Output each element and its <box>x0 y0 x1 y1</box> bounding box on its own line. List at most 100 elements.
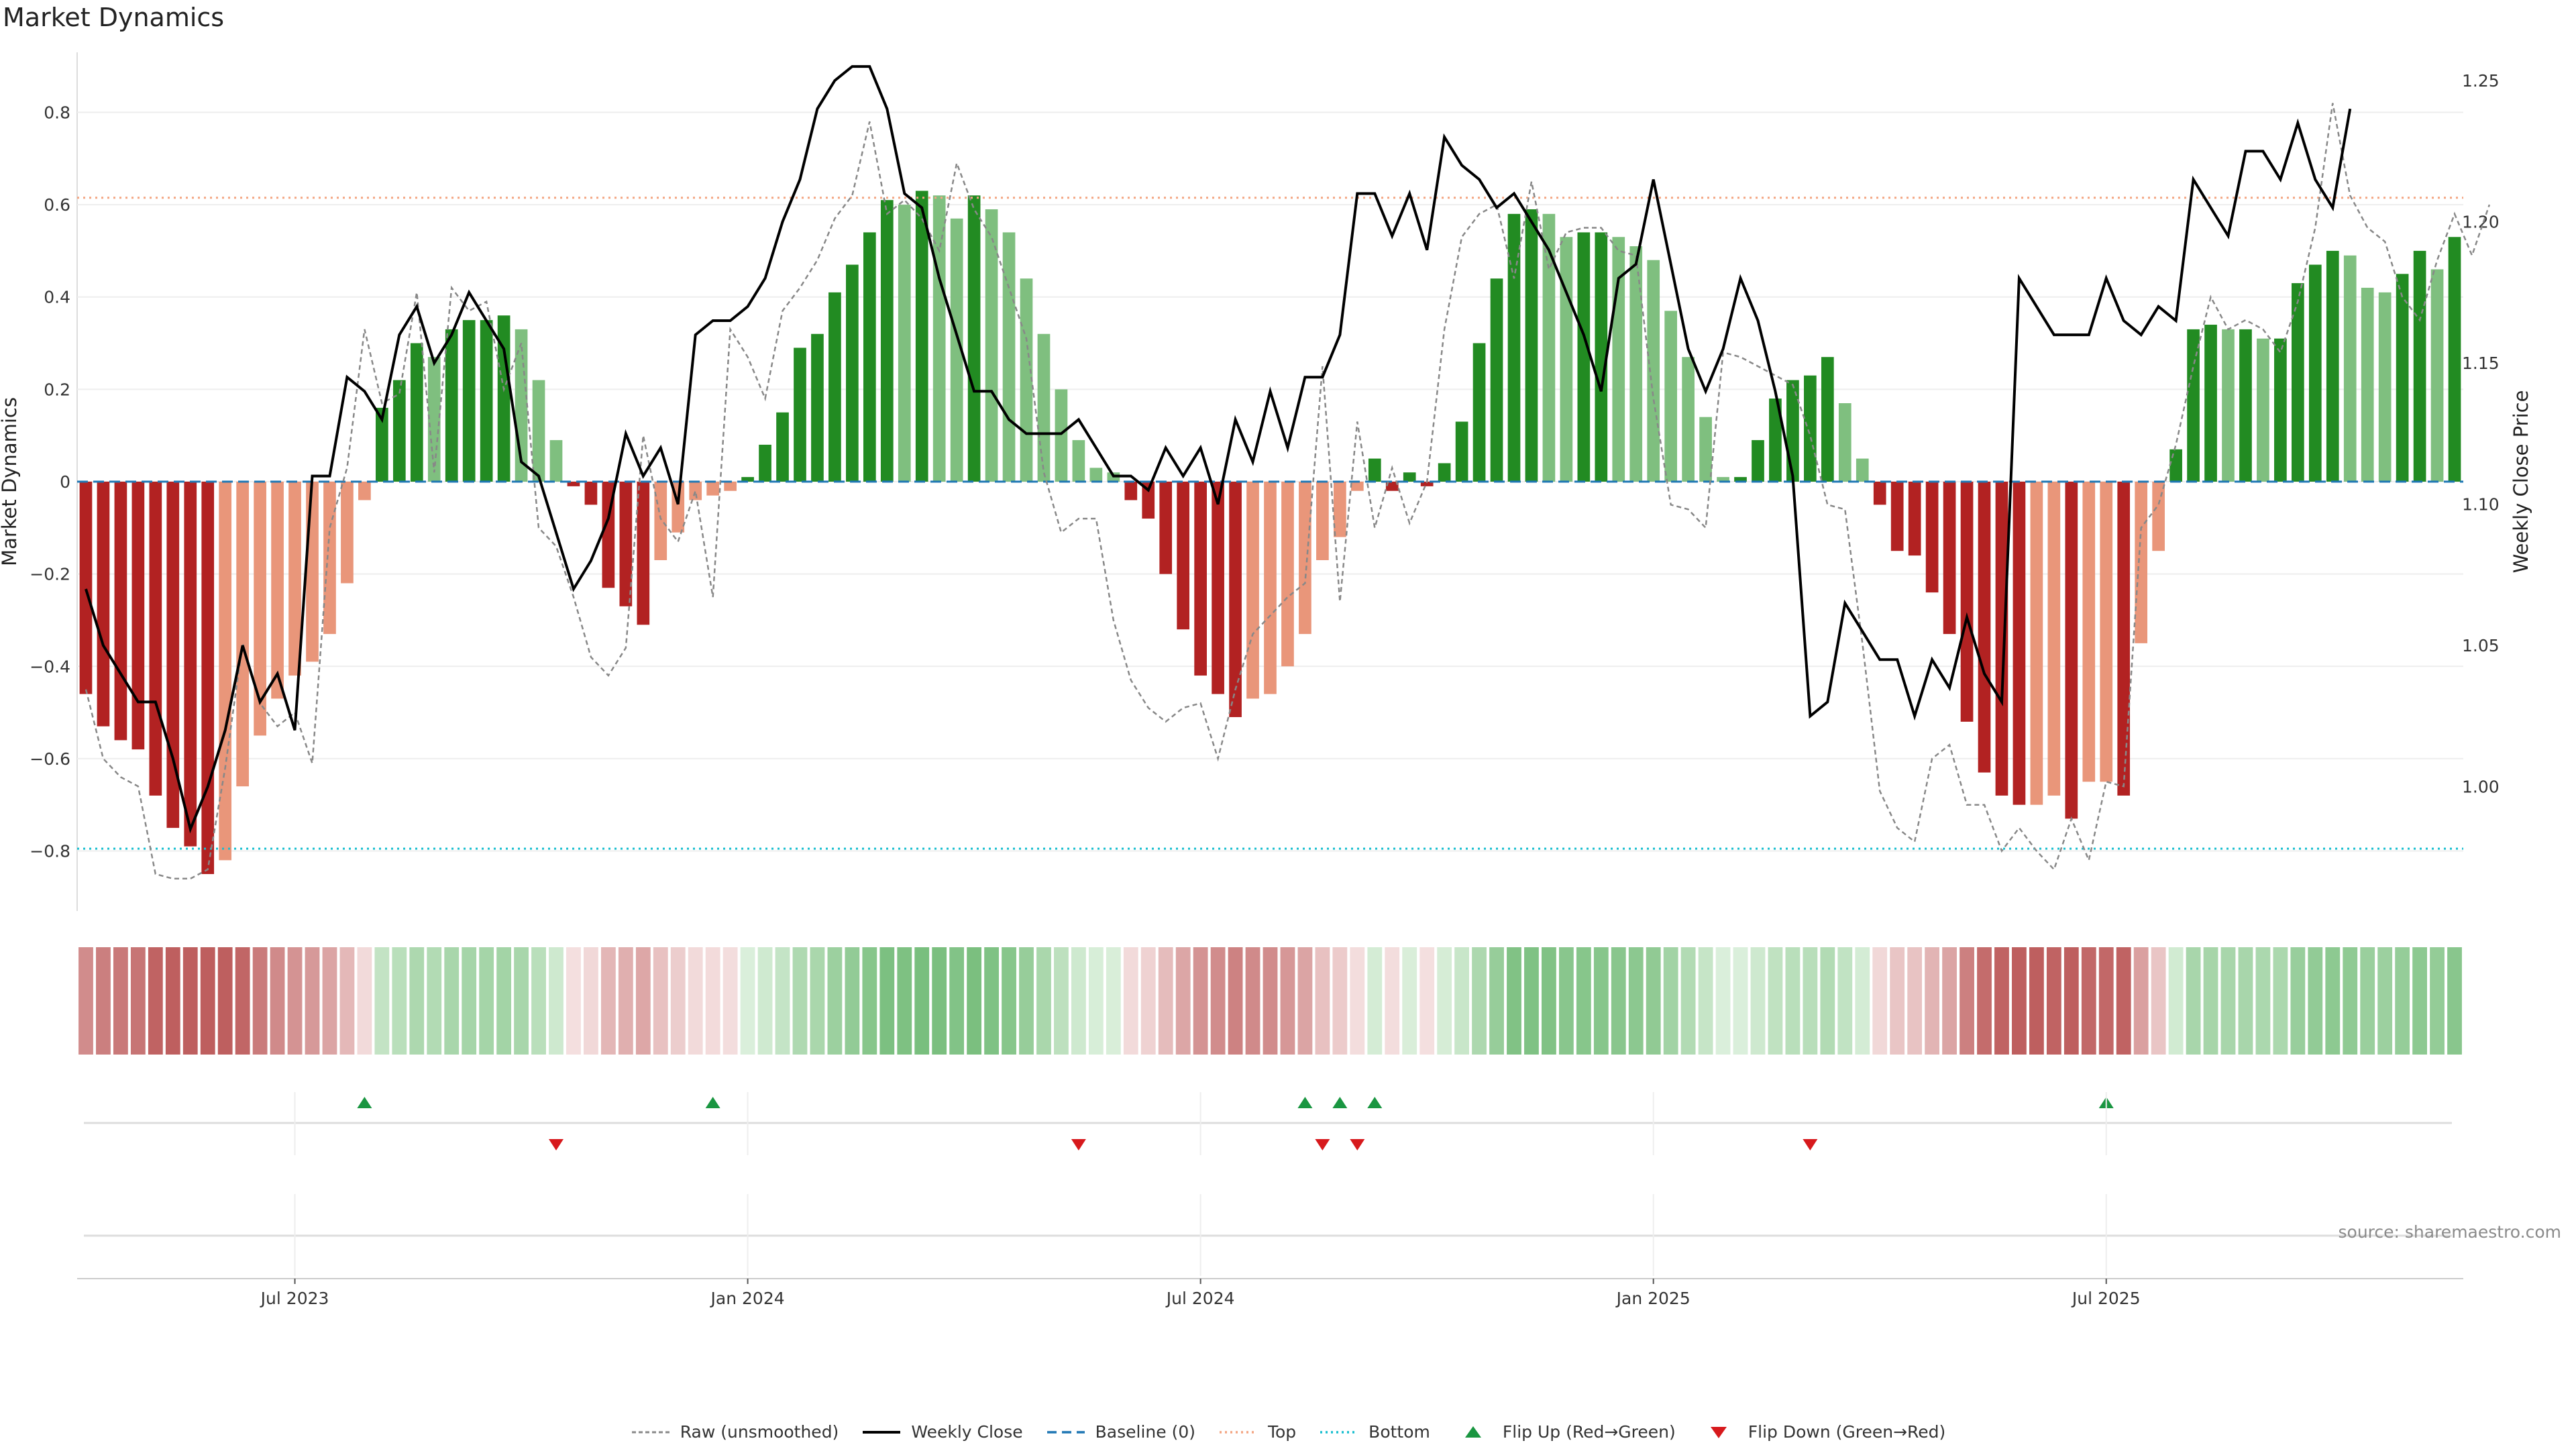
momentum-bar <box>2065 482 2078 819</box>
heatmap-cell <box>2220 947 2236 1055</box>
heatmap-cell <box>1106 947 1121 1055</box>
momentum-bar <box>1699 417 1712 482</box>
momentum-bar <box>1334 482 1346 537</box>
legend-item-baseline: Baseline (0) <box>1046 1422 1195 1442</box>
momentum-bar <box>131 482 145 750</box>
y-right-tick-label: 1.10 <box>2462 495 2500 515</box>
flip-up-marker <box>1297 1097 1313 1108</box>
heatmap-cell <box>1123 947 1138 1055</box>
legend-label: Bottom <box>1368 1422 1430 1442</box>
heatmap-cell <box>1542 947 1556 1055</box>
y-right-tick-label: 1.25 <box>2462 71 2500 91</box>
weekly-close-line <box>85 65 2352 834</box>
heatmap-cell <box>897 947 912 1055</box>
legend-item-bottom: Bottom <box>1319 1422 1430 1442</box>
heatmap-cell <box>1524 947 1539 1055</box>
heatmap-cell <box>1715 947 1731 1055</box>
heatmap-cell <box>600 947 616 1055</box>
heatmap-cell <box>1507 947 1521 1055</box>
momentum-bar <box>1072 440 1085 482</box>
heatmap-cell <box>810 947 825 1055</box>
momentum-bar <box>2082 482 2096 782</box>
heatmap-cell <box>2412 947 2427 1055</box>
momentum-bar <box>880 200 894 482</box>
y-left-tick-label: 0.2 <box>44 380 70 399</box>
heatmap-cell <box>322 947 337 1055</box>
heatmap-cell <box>339 947 355 1055</box>
momentum-bar <box>2117 482 2131 796</box>
heatmap-cell <box>1576 947 1591 1055</box>
y-right-axis-label: Weekly Close Price <box>2510 390 2532 574</box>
heatmap-cell <box>1175 947 1191 1055</box>
momentum-bar <box>1560 237 1573 482</box>
heatmap-cell <box>2046 947 2061 1055</box>
heatmap-cell <box>2203 947 2218 1055</box>
momentum-bar <box>497 315 511 482</box>
heatmap-cell <box>1245 947 1260 1055</box>
heatmap-cell <box>1036 947 1051 1055</box>
momentum-bar <box>654 482 667 560</box>
momentum-bar <box>2257 338 2269 482</box>
flip-down-marker <box>548 1139 564 1150</box>
momentum-bar <box>1194 482 1207 676</box>
y-left-tick-label: −0.8 <box>30 842 70 861</box>
heatmap-cell <box>2151 947 2166 1055</box>
momentum-bar <box>410 343 423 482</box>
momentum-bar <box>1124 482 1138 500</box>
heatmap-cell <box>635 947 651 1055</box>
heatmap-cell <box>1228 947 1243 1055</box>
legend-swatch-top <box>1219 1430 1257 1434</box>
heatmap-cell <box>2395 947 2410 1055</box>
momentum-bar <box>1246 482 1259 699</box>
momentum-bar <box>2152 482 2165 551</box>
momentum-bar <box>706 482 720 496</box>
flip-up-marker <box>705 1097 720 1108</box>
momentum-bar <box>254 482 266 736</box>
heatmap-cell <box>1193 947 1208 1055</box>
y-left-tick-label: −0.2 <box>30 565 70 584</box>
heatmap-cell <box>96 947 111 1055</box>
heatmap-cell <box>1837 947 1853 1055</box>
heatmap-cell <box>1803 947 1818 1055</box>
heatmap-cell <box>1315 947 1330 1055</box>
momentum-bar <box>1595 232 1608 482</box>
heatmap-cell <box>130 947 146 1055</box>
momentum-bar <box>1264 482 1277 694</box>
momentum-bar <box>1804 375 1817 482</box>
x-tick-label: Jul 2023 <box>260 1289 329 1308</box>
momentum-bar <box>619 482 633 606</box>
heatmap-cell <box>1054 947 1069 1055</box>
heatmap-cell <box>514 947 529 1055</box>
heatmap-cell <box>2186 947 2201 1055</box>
heatmap-cell <box>1977 947 1992 1055</box>
heatmap-cell <box>653 947 668 1055</box>
momentum-bar <box>1856 458 1869 482</box>
momentum-bar <box>828 292 841 482</box>
x-tick-label: Jul 2024 <box>1165 1289 1235 1308</box>
heatmap-cell <box>688 947 703 1055</box>
momentum-bar <box>1350 482 1364 491</box>
heatmap-cell <box>479 947 494 1055</box>
y-left-tick-label: −0.4 <box>30 657 70 676</box>
heatmap-cell <box>270 947 285 1055</box>
heatmap-cell <box>1472 947 1487 1055</box>
heatmap-cell <box>949 947 965 1055</box>
momentum-bar <box>288 482 301 676</box>
heatmap-cell <box>2238 947 2253 1055</box>
momentum-bar <box>2047 482 2061 796</box>
heatmap-cell <box>1558 947 1574 1055</box>
momentum-bar <box>1752 440 1764 482</box>
heatmap-cell <box>1437 947 1452 1055</box>
legend-swatch-raw <box>631 1431 669 1433</box>
heatmap-cell <box>1593 947 1609 1055</box>
momentum-bar <box>271 482 284 699</box>
flip-up-marker <box>1332 1097 1348 1108</box>
heatmap-cell <box>2447 947 2462 1055</box>
heatmap-cell <box>670 947 686 1055</box>
momentum-bar <box>166 482 180 828</box>
momentum-bar <box>358 482 371 500</box>
momentum-bar <box>1682 357 1695 482</box>
momentum-bar <box>462 320 476 482</box>
heatmap-cell <box>2063 947 2079 1055</box>
y-left-tick-label: −0.6 <box>30 749 70 769</box>
